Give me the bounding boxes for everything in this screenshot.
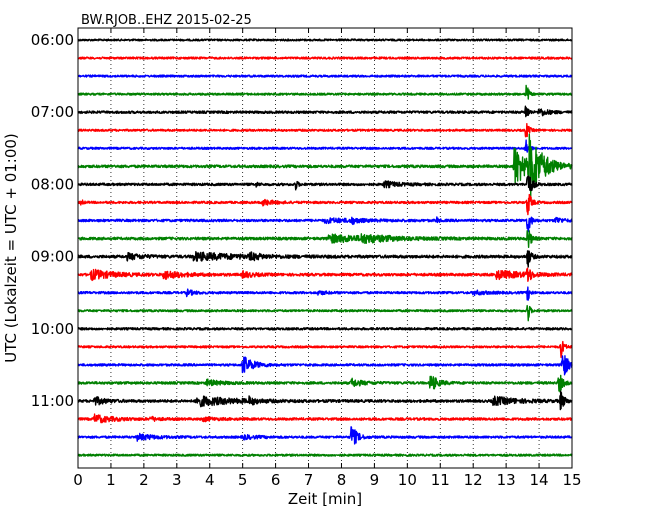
y-tick-label-08:00: 08:00 (31, 175, 74, 193)
trace-0930 (77, 286, 573, 301)
x-tick-label-11: 11 (431, 471, 450, 489)
trace-0730 (77, 139, 573, 153)
axes: 0 1 2 3 4 5 6 7 8 9 10 11 12 13 14 1506:0007:0008:0009:… (31, 28, 582, 489)
y-tick-label-11:00: 11:00 (31, 392, 74, 410)
trace-0630 (77, 74, 573, 78)
x-tick-label-12: 12 (464, 471, 483, 489)
seismic-traces (77, 38, 573, 457)
trace-0915 (77, 267, 573, 282)
x-tick-label-0: 0 (73, 471, 83, 489)
trace-0945 (77, 304, 573, 322)
x-tick-label-14: 14 (530, 471, 549, 489)
x-tick-label-15: 15 (562, 471, 581, 489)
trace-0845 (77, 230, 573, 249)
x-tick-label-6: 6 (271, 471, 281, 489)
y-tick-label-07:00: 07:00 (31, 103, 74, 121)
trace-1045 (77, 374, 573, 393)
plot-frame (77, 27, 573, 469)
trace-1100 (77, 390, 573, 411)
trace-0900 (77, 250, 573, 268)
y-tick-label-09:00: 09:00 (31, 248, 74, 266)
chart-title: BW.RJOB..EHZ 2015-02-25 (81, 13, 252, 28)
x-tick-label-5: 5 (238, 471, 248, 489)
trace-0830 (77, 216, 573, 233)
trace-1030 (77, 355, 573, 376)
x-tick-label-9: 9 (370, 471, 380, 489)
x-tick-label-2: 2 (139, 471, 149, 489)
grid-lines (78, 28, 572, 468)
x-tick-label-7: 7 (304, 471, 314, 489)
trace-1130 (77, 426, 573, 445)
x-tick-label-1: 1 (106, 471, 116, 489)
y-tick-label-06:00: 06:00 (31, 31, 74, 49)
trace-1015 (77, 340, 573, 359)
trace-1115 (77, 413, 573, 424)
trace-0815 (77, 193, 573, 216)
trace-0700 (77, 105, 573, 118)
x-axis-label: Zeit [min] (288, 490, 362, 508)
x-tick-label-4: 4 (205, 471, 215, 489)
y-axis-label: UTC (Lokalzeit = UTC + 01:00) (2, 133, 20, 363)
trace-0745 (77, 133, 573, 197)
trace-0715 (77, 122, 573, 138)
trace-1145 (77, 453, 573, 457)
trace-0600 (77, 38, 573, 42)
trace-0800 (77, 175, 573, 192)
x-tick-label-10: 10 (398, 471, 417, 489)
x-tick-label-3: 3 (172, 471, 182, 489)
trace-0615 (77, 56, 573, 60)
y-tick-label-10:00: 10:00 (31, 320, 74, 338)
x-tick-label-13: 13 (497, 471, 516, 489)
trace-0645 (77, 84, 573, 100)
x-tick-label-8: 8 (337, 471, 347, 489)
trace-1000 (77, 327, 573, 331)
